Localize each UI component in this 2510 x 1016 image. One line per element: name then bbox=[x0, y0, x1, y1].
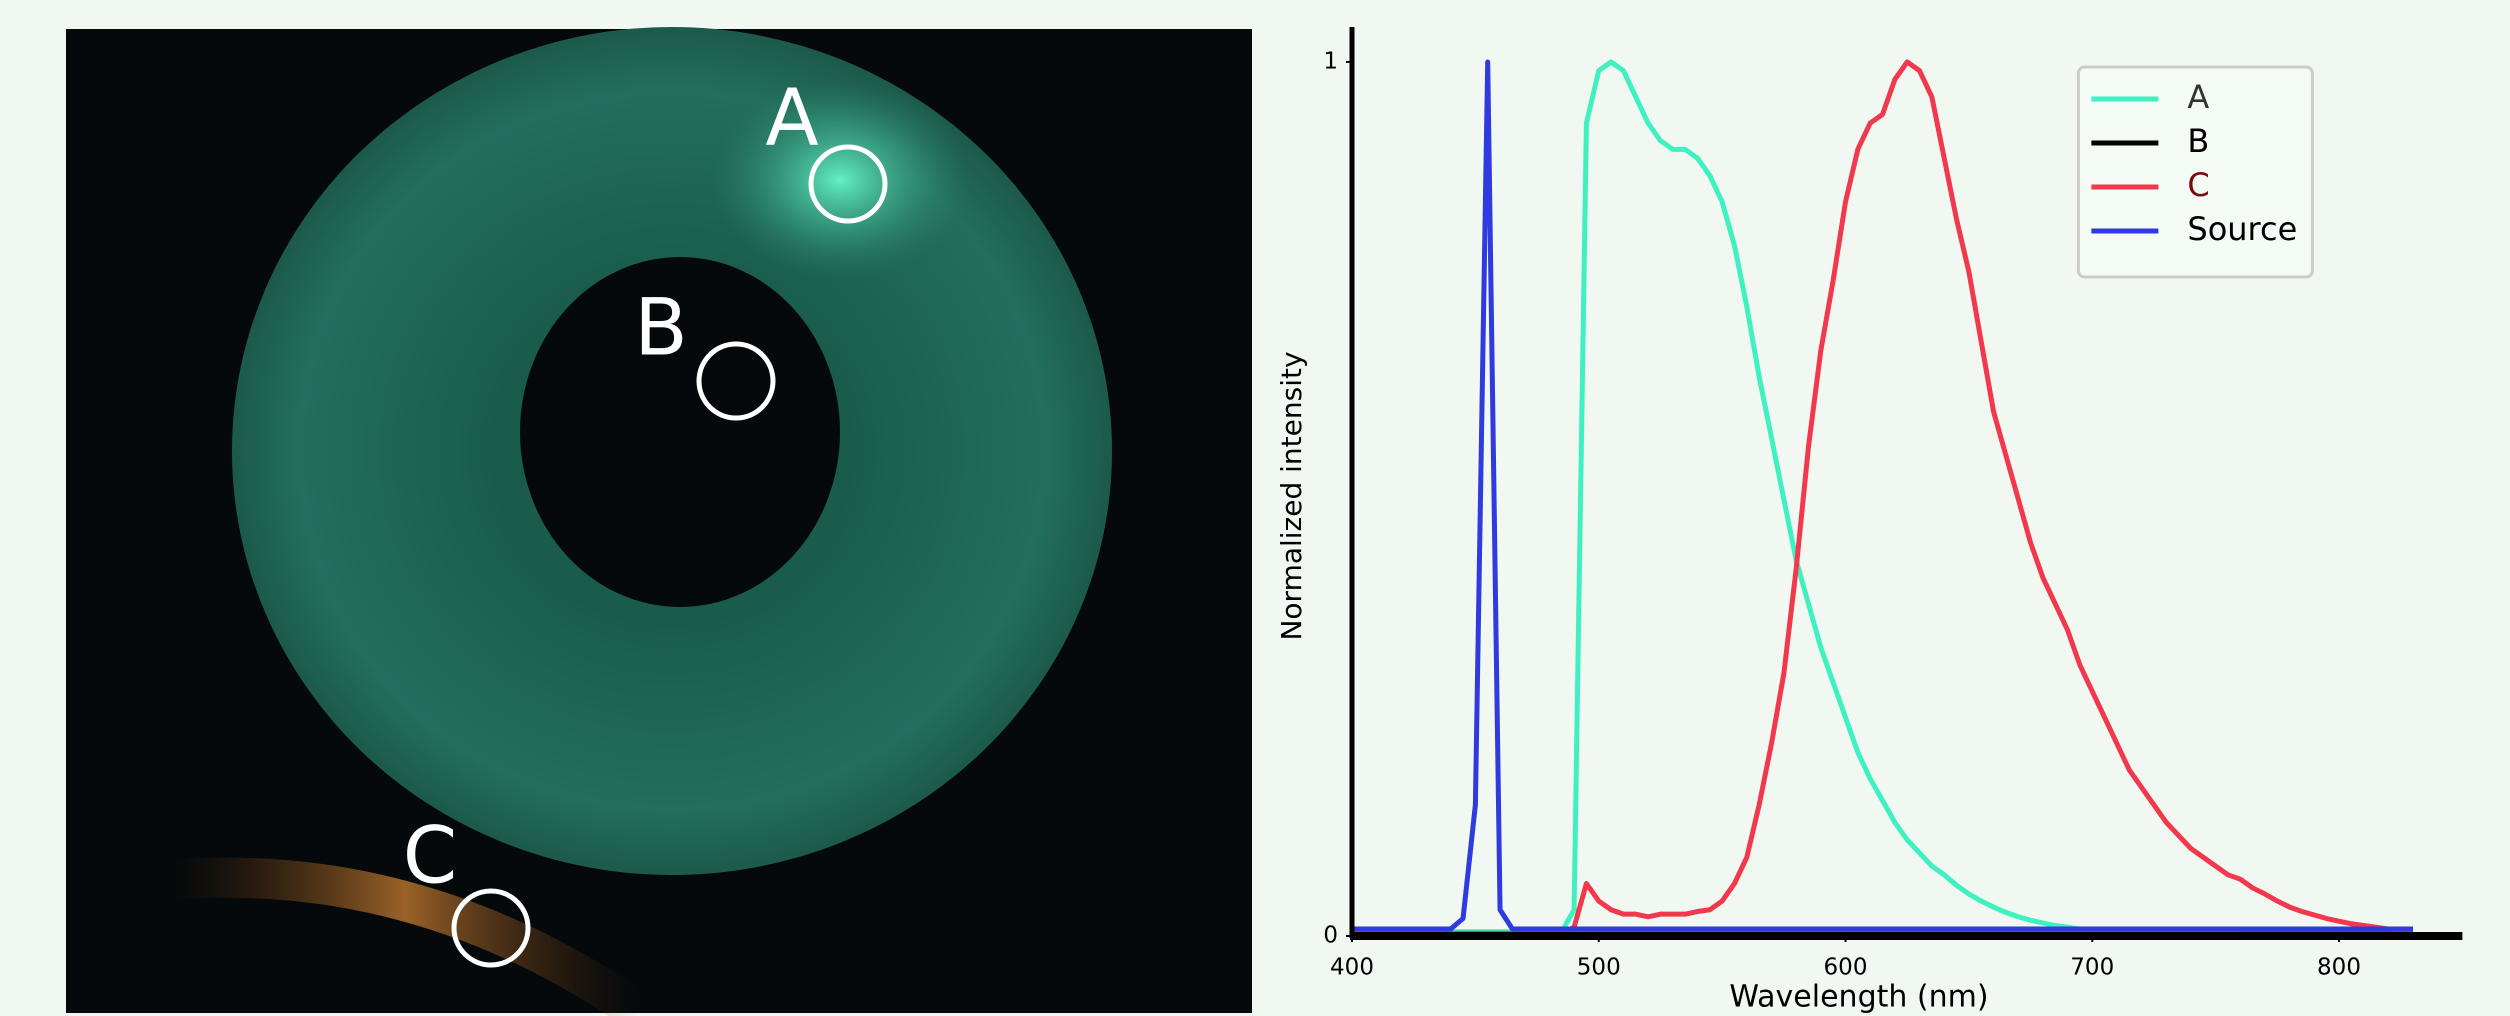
x-axis-label: Wavelength (nm) bbox=[1729, 980, 1988, 1015]
region-label: A bbox=[765, 73, 818, 163]
bright-spot bbox=[710, 80, 970, 280]
legend-label: C bbox=[2187, 166, 2209, 204]
spectrum-line bbox=[1352, 59, 2414, 932]
orange-streak bbox=[168, 857, 652, 1016]
region-circle bbox=[696, 341, 776, 421]
y-axis-label: Normalized intensity bbox=[1275, 351, 1308, 640]
legend-box bbox=[2076, 65, 2314, 279]
region-circle bbox=[808, 144, 888, 224]
region-circle bbox=[451, 888, 531, 968]
legend: ABC Source bbox=[2076, 65, 2314, 279]
x-tick-label: 400 bbox=[1330, 955, 1374, 981]
region-label: C bbox=[403, 811, 457, 901]
spectrum-chart: Wavelength (nm) Normalized intensity 400… bbox=[1275, 27, 2463, 1015]
x-tick-label: 500 bbox=[1577, 955, 1621, 981]
legend-label: B bbox=[2187, 122, 2209, 160]
legend-label: Source bbox=[2187, 210, 2297, 248]
micrograph: A B C bbox=[66, 27, 1252, 1016]
y-tick-label: 1 bbox=[1323, 48, 1338, 74]
region-label: B bbox=[634, 283, 688, 373]
x-tick-label: 700 bbox=[2070, 955, 2114, 981]
y-tick-label: 0 bbox=[1323, 923, 1338, 949]
x-tick-label: 800 bbox=[2317, 955, 2361, 981]
x-tick-label: 600 bbox=[1824, 955, 1868, 981]
legend-label: A bbox=[2187, 78, 2209, 116]
